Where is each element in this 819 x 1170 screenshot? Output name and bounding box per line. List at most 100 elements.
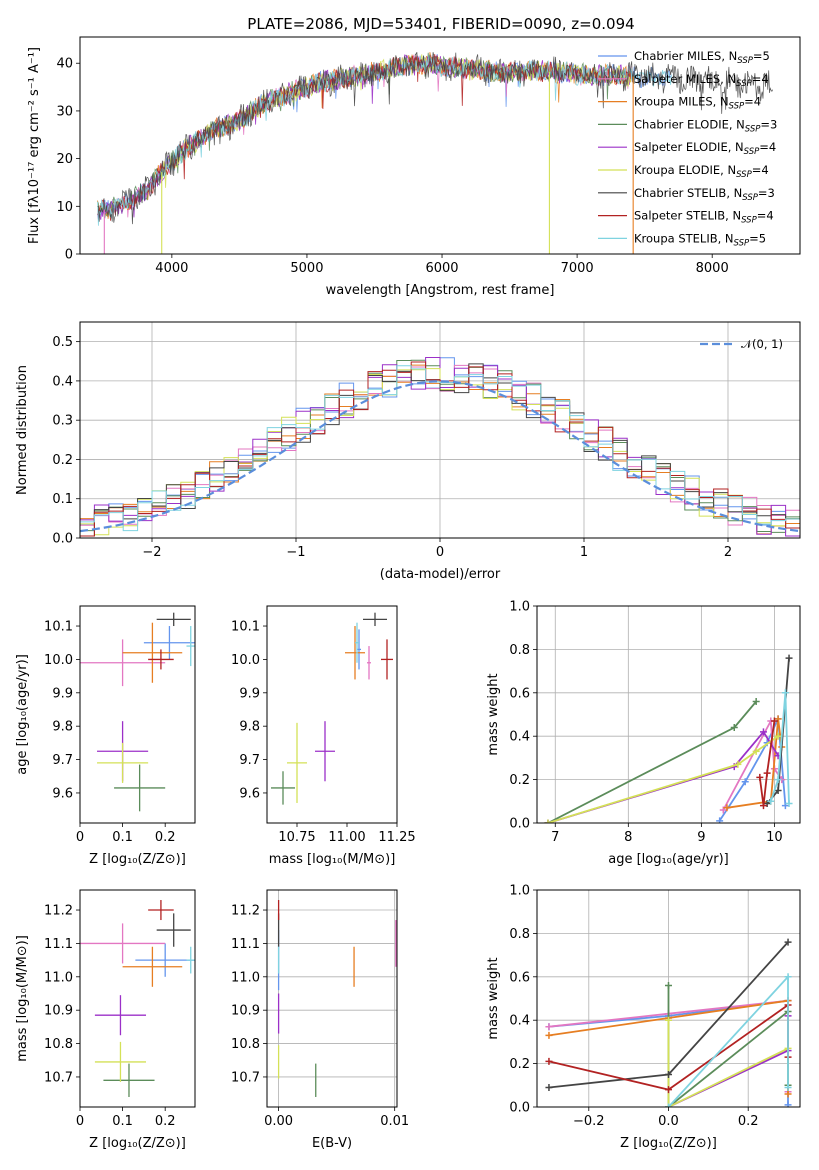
mass-weight-marker: [784, 1101, 792, 1107]
legend-label: Kroupa STELIB, N: [634, 231, 734, 245]
legend-sub: SSP: [737, 56, 753, 66]
errorbar-point: [367, 646, 371, 680]
axes-frame: [79, 36, 801, 255]
axes-frame: [79, 605, 196, 824]
y-tick-label: 0.6: [509, 686, 530, 701]
x-axis-label: mass [log₁₀(M/M⊙)]: [269, 852, 396, 867]
spectrum-series-line: [97, 51, 774, 225]
plot-area-mass-vs-ebv: [277, 900, 397, 1097]
legend-sub: SSP: [741, 216, 757, 226]
mass-weight-marker: [784, 938, 792, 946]
mass-weight-line: [547, 730, 779, 823]
legend-sub: SSP: [745, 124, 761, 134]
errorbar-point: [80, 923, 166, 964]
plot-area-age-vs-Z: [80, 612, 195, 812]
errorbar-point: [357, 629, 361, 670]
mass-weight-marker: [763, 769, 771, 777]
plot-area-massweight-vs-Z: [545, 938, 792, 1107]
legend-label: Kroupa ELODIE, N: [634, 163, 736, 177]
mass-weight-marker: [752, 747, 760, 755]
y-tick-label: 1.0: [509, 600, 530, 615]
legend-sub: SSP: [736, 170, 752, 180]
x-tick-label: 0.1: [112, 830, 133, 845]
errorbar-point: [80, 639, 166, 687]
y-tick-label: 10.0: [231, 653, 260, 668]
legend-suffix: =5: [749, 231, 766, 245]
x-tick-label: 8000: [696, 261, 729, 276]
y-tick-label: 0.2: [509, 1057, 530, 1072]
y-tick-label: 9.8: [239, 720, 260, 735]
x-tick-label: 7000: [561, 261, 594, 276]
x-tick-label: 0.01: [380, 1114, 409, 1129]
legend-entry: Kroupa ELODIE, NSSP=4: [634, 163, 769, 180]
y-tick-label: 0.8: [509, 927, 530, 942]
legend-entry: Chabrier ELODIE, NSSP=3: [634, 117, 777, 134]
mass-weight-marker: [719, 806, 727, 814]
legend-suffix: =4: [752, 163, 769, 177]
mass-weight-line: [758, 720, 776, 806]
x-tick-label: 0.1: [112, 1114, 133, 1129]
errorbar-point: [363, 612, 387, 627]
legend-sub: SSP: [744, 147, 760, 157]
y-tick-label: 0.6: [509, 970, 530, 985]
y-tick-label: 11.2: [231, 904, 260, 919]
legend-suffix: =4: [752, 72, 769, 86]
y-tick-label: 9.9: [239, 686, 260, 701]
y-tick-label: 0.4: [52, 374, 73, 389]
axes-frame: [536, 889, 801, 1108]
y-axis-label: mass weight: [486, 673, 501, 755]
x-tick-label: 10: [766, 830, 783, 845]
mass-weight-marker: [734, 760, 742, 768]
y-tick-label: 9.6: [239, 786, 260, 801]
mass-weight-line: [769, 692, 790, 804]
plot-area-massweight-vs-age: [544, 654, 793, 823]
legend-entry: Salpeter ELODIE, NSSP=4: [634, 140, 776, 157]
errorbar-point: [355, 622, 359, 663]
y-tick-label: 0.5: [52, 335, 73, 350]
x-axis-label: Z [log₁₀(Z/Z⊙)]: [89, 1136, 186, 1151]
mass-weight-marker: [665, 1016, 672, 1024]
x-tick-label: 1: [580, 545, 588, 560]
mass-weight-marker: [770, 717, 778, 725]
x-tick-label: 0.0: [658, 1114, 679, 1129]
y-tick-label: 9.9: [52, 686, 73, 701]
errorbar-point: [315, 721, 335, 782]
y-tick-label: 10.1: [231, 620, 260, 635]
errorbar-point: [381, 639, 393, 680]
mass-weight-marker: [756, 773, 764, 781]
y-tick-label: 10.8: [231, 1037, 260, 1052]
legend-label: Chabrier ELODIE, N: [634, 117, 745, 131]
y-tick-label: 0.2: [509, 773, 530, 788]
y-tick-label: 0.2: [52, 453, 73, 468]
y-tick-label: 40: [56, 57, 73, 72]
mass-weight-line: [547, 735, 779, 823]
mass-weight-marker: [545, 1023, 553, 1031]
plot-area-mass-vs-Z: [80, 900, 195, 1097]
errorbar-point: [186, 626, 195, 667]
x-tick-label: 8: [624, 830, 632, 845]
mass-weight-marker: [759, 802, 767, 810]
errorbar-point: [186, 946, 195, 974]
axes-mass-vs-ebv: 0.00 0.01 10.7 10.8 10.9 11.0 11.1 11.2 E(B-V): [231, 889, 409, 1151]
legend-label: 𝒩(0, 1): [741, 337, 783, 351]
legend-entry: Chabrier STELIB, NSSP=3: [634, 186, 775, 203]
mass-weight-line: [726, 718, 783, 809]
y-tick-label: 10: [56, 200, 73, 215]
y-tick-label: 0.0: [52, 532, 73, 547]
y-tick-label: 0.3: [52, 414, 73, 429]
x-tick-label: 9: [697, 830, 705, 845]
mass-weight-marker: [763, 799, 771, 807]
legend-sub: SSP: [736, 79, 752, 89]
mass-weight-marker: [774, 776, 782, 784]
mass-weight-marker: [545, 1031, 553, 1039]
mass-weight-marker: [784, 1083, 792, 1091]
errorbar-point: [135, 943, 195, 977]
x-tick-label: 4000: [155, 261, 188, 276]
axes-frame: [536, 605, 801, 824]
mass-weight-marker: [774, 715, 782, 723]
y-tick-label: 10.9: [44, 1004, 73, 1019]
y-tick-label: 20: [56, 152, 73, 167]
errorbar-point: [94, 1041, 147, 1082]
y-tick-label: 10.1: [44, 620, 73, 635]
